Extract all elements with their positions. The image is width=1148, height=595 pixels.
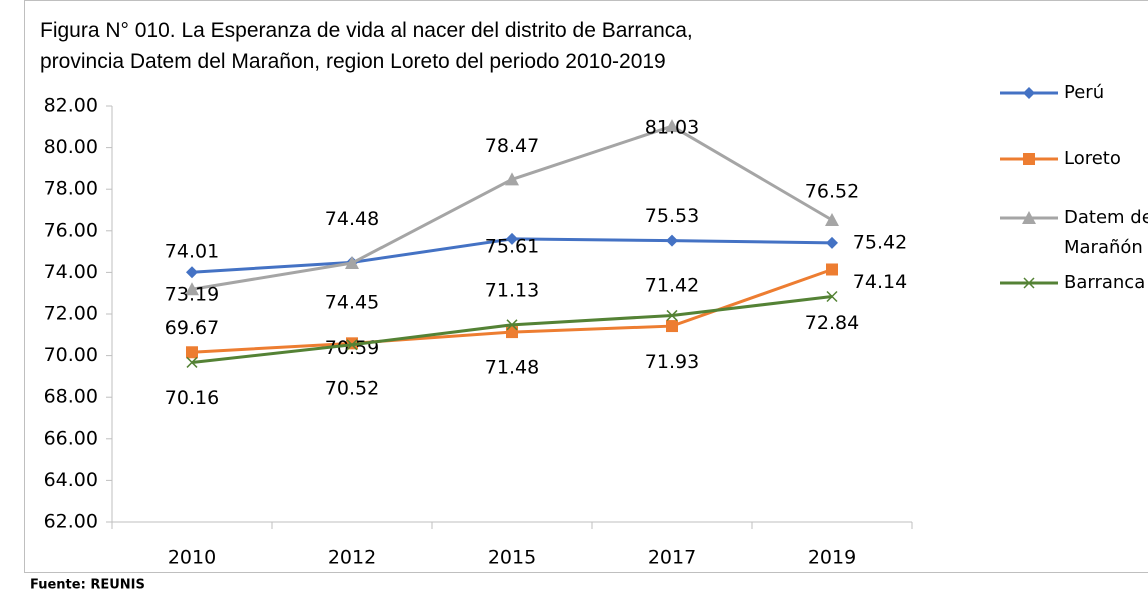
data-label: 73.19 [165,284,219,306]
data-label: 74.45 [325,292,379,314]
x-tick-label: 2017 [648,547,696,569]
marker [345,256,359,270]
y-tick-label: 68.00 [44,386,98,408]
marker [186,266,198,279]
data-label: 71.93 [645,351,699,373]
marker [665,119,679,133]
data-label: 71.48 [485,356,539,378]
marker [346,339,358,351]
data-label: 71.13 [485,280,539,302]
y-tick-label: 74.00 [44,261,98,283]
source: Fuente: REUNIS [30,578,145,593]
y-tick-label: 76.00 [44,219,98,241]
data-label: 74.01 [165,241,219,263]
marker [1023,277,1035,289]
marker [666,309,678,321]
y-tick-label: 66.00 [44,427,98,449]
marker [506,319,518,331]
y-tick-label: 62.00 [44,511,98,533]
data-label: 74.14 [853,271,907,293]
legend-label: Perú [1064,82,1105,103]
y-tick-label: 78.00 [44,178,98,200]
x-tick-label: 2015 [488,547,536,569]
marker [1023,153,1035,165]
marker [666,320,678,333]
data-label: 74.48 [325,208,379,230]
x-tick-label: 2010 [168,547,216,569]
chart-title: Figura N° 010. La Esperanza de vida al n… [40,19,693,42]
x-tick-label: 2019 [808,547,856,569]
data-label: 70.16 [165,387,219,409]
marker [186,346,198,359]
marker [826,290,838,303]
y-tick-label: 64.00 [44,469,98,491]
chart-border [24,0,1148,573]
marker [186,356,198,368]
marker [1023,87,1035,99]
marker [506,326,518,339]
y-tick-label: 82.00 [44,95,98,117]
data-label: 78.47 [485,135,539,157]
legend-label: Barranca [1064,272,1146,293]
y-tick-label: 70.00 [44,344,98,366]
marker [505,172,519,186]
data-label: 70.52 [325,377,379,399]
data-label: 81.03 [645,117,699,139]
data-label: 71.42 [645,275,699,297]
data-label: 75.42 [853,231,907,253]
data-label: 75.61 [485,235,539,257]
chart-subtitle: provincia Datem del Marañon, region Lore… [40,50,666,73]
data-label: 75.53 [645,205,699,227]
marker [825,212,839,226]
data-label: 76.52 [805,180,859,202]
legend-label: Loreto [1064,148,1121,169]
marker [826,263,838,276]
marker [1022,211,1036,224]
x-tick-label: 2012 [328,547,376,569]
y-tick-label: 80.00 [44,136,98,158]
legend-label: Datem del Marañón [1064,207,1148,258]
marker [506,232,518,245]
y-tick-label: 72.00 [44,303,98,325]
marker [826,236,838,249]
marker [185,282,199,296]
data-label: 72.84 [805,312,859,334]
data-label: 69.67 [165,317,219,339]
marker [666,234,678,247]
